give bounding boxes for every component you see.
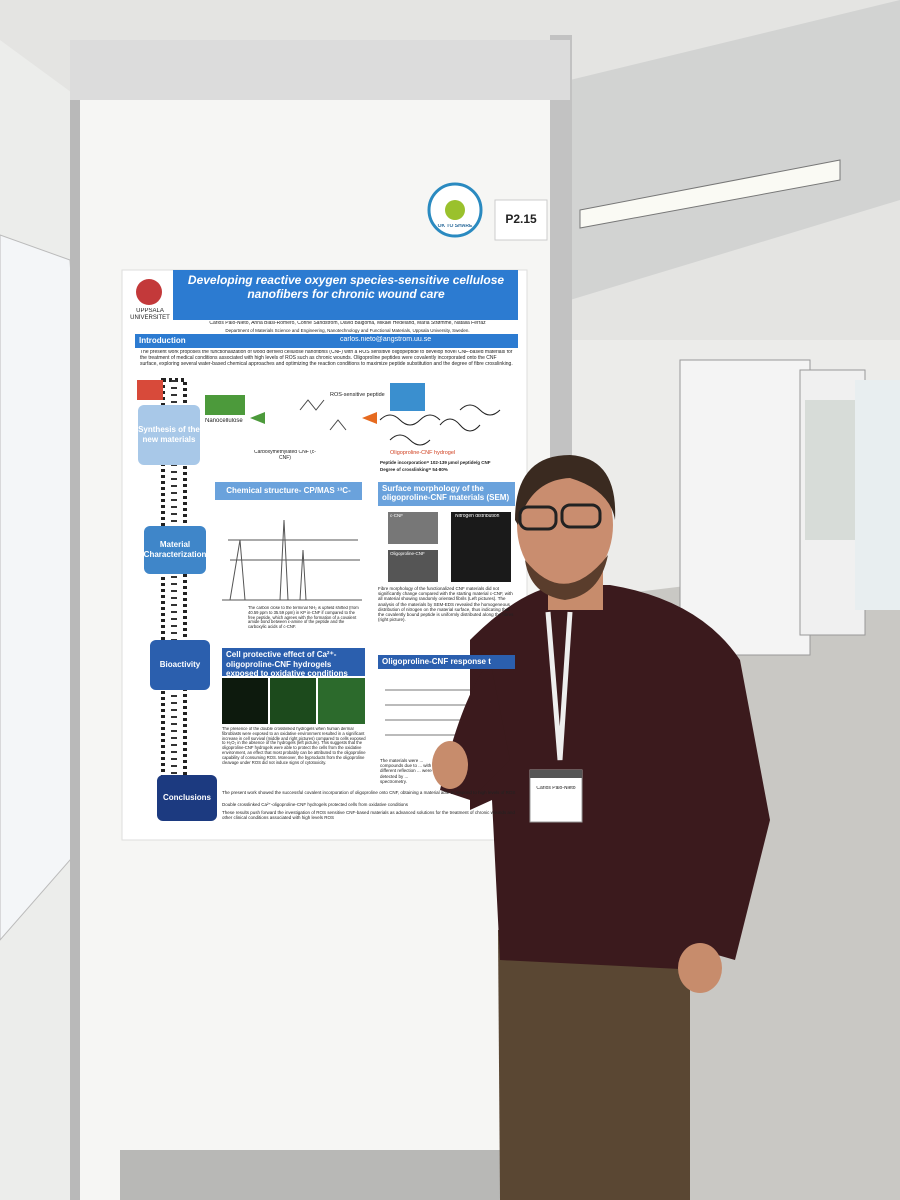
intro-text: The present work proposes the functional… — [140, 350, 513, 367]
share-badge-text: OK TO SHARE — [437, 224, 473, 229]
train-icon — [137, 380, 163, 400]
sem-label: Nitrogen distribution — [455, 514, 500, 519]
conclusion-item: The present work showed the successful c… — [222, 790, 516, 795]
distant-board — [855, 380, 900, 610]
synthesis-label: Nanocellulose — [205, 418, 243, 424]
ceiling-beam — [570, 0, 900, 300]
board-frame — [70, 40, 570, 100]
conclusion-item: Double crosslinked Ca²⁺-oligoproline-CNF… — [222, 802, 408, 807]
arrow — [362, 412, 377, 424]
board-number-card — [494, 199, 548, 241]
synthesis-fact: Degree of crosslinking= 54-80% — [380, 467, 448, 472]
authors: Carlos Palo-Nieto, Anna Blasi-Romero, Co… — [209, 321, 486, 326]
stage: Material Characterization — [144, 526, 206, 574]
hand — [678, 943, 722, 993]
stage: Conclusions — [157, 775, 217, 821]
share-check — [445, 200, 465, 220]
response-heading: Oligoproline-CNF response t — [378, 655, 515, 669]
nmr-text: The carbon close to the terminal NH₂ is … — [248, 606, 359, 630]
sem-label: c-CNF — [390, 513, 403, 518]
synthesis-label: Carboxymethylated CNF (c-CNF) — [254, 450, 316, 461]
sem-text: Fibre morphology of the functionalized C… — [378, 586, 514, 623]
arrow — [250, 412, 265, 424]
ceiling-light — [579, 159, 841, 229]
response-spectra — [385, 689, 505, 736]
board-number: P2.15 — [505, 213, 537, 226]
nmr-heading: Chemical structure- CP/MAS ¹³C-NMR — [215, 482, 362, 500]
sem-image — [388, 550, 438, 582]
distant-board — [679, 359, 811, 656]
nanocellulose-icon — [205, 395, 245, 415]
university-logo — [136, 279, 162, 305]
molecule-sketch — [299, 399, 347, 431]
beard — [525, 555, 608, 600]
sem-image — [388, 512, 438, 544]
poster-title: Developing reactive oxygen species-sensi… — [187, 274, 505, 301]
synthesis-label: Oligoproline-CNF hydrogel — [390, 450, 456, 456]
shirt — [470, 585, 770, 970]
synthesis-fact: Peptide incorporation= 102-139 µmol pept… — [380, 460, 491, 465]
board-base — [120, 1150, 560, 1200]
cell-heading: Cell protective effect of Ca²⁺-oligoprol… — [222, 648, 365, 676]
hand — [432, 741, 468, 789]
logo-text: UPPSALA UNIVERSITET — [130, 308, 170, 321]
response-text: The materials were ... compounds due to … — [380, 758, 432, 784]
stage: Bioactivity — [150, 640, 210, 690]
stage: Synthesis of the new materials — [138, 405, 200, 465]
cell-image — [270, 678, 316, 724]
intro-heading: Introduction — [135, 334, 518, 348]
title-banner — [173, 270, 518, 320]
hydrogel-sketch — [379, 404, 501, 446]
glasses — [560, 503, 602, 529]
hair — [515, 455, 616, 525]
conclusion-item: These results push forward the investiga… — [222, 810, 515, 821]
name-tag — [529, 769, 583, 823]
sem-image — [451, 512, 511, 582]
peptide-photo — [390, 383, 425, 411]
nmr-spectra — [222, 519, 362, 601]
synthesis-label: ROS-sensitive peptide — [330, 392, 385, 398]
trousers — [498, 930, 690, 1200]
cell-text: The presence of the double crosslinked h… — [222, 727, 366, 765]
cell-image — [318, 678, 365, 724]
email: carlos.nieto@angstrom.uu.se — [340, 336, 432, 343]
glasses — [518, 505, 558, 531]
affiliation: Department of Materials Science and Engi… — [225, 328, 470, 333]
cell-image — [222, 678, 268, 724]
lanyard — [545, 611, 573, 761]
name-tag-text: Carlos Palo-Nieto — [536, 786, 576, 791]
distant-poster — [805, 400, 857, 540]
sem-heading: Surface morphology of the oligoproline-C… — [378, 482, 515, 506]
name-tag-header — [530, 770, 582, 778]
sem-label: Oligoproline-CNF — [390, 551, 425, 556]
board-frame — [70, 40, 80, 1200]
